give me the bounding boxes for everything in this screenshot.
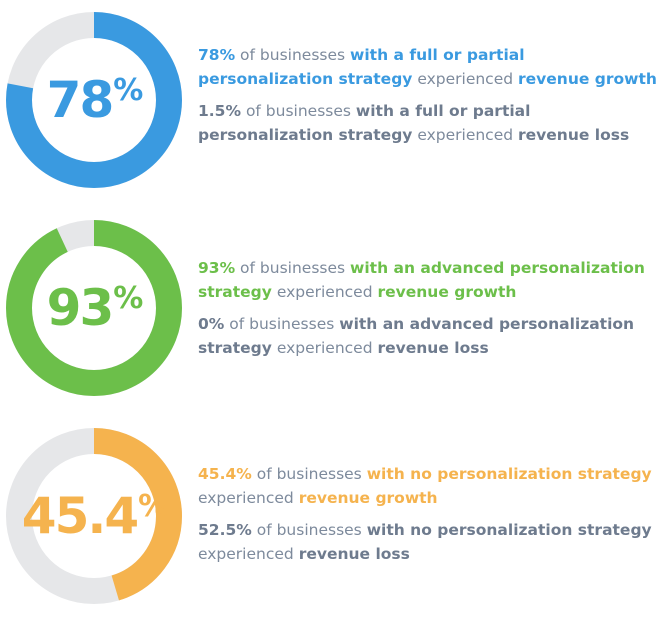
stat-pre: of businesses xyxy=(256,465,362,483)
stat-pre: of businesses xyxy=(256,521,362,539)
stat-group: with an advanced personalization strateg… xyxy=(198,259,645,301)
donut-arc-1 xyxy=(6,12,182,188)
center-label-3: 45.4% xyxy=(4,426,184,606)
stat-pre: of businesses xyxy=(240,259,346,277)
stat-group: with no personalization strategy xyxy=(366,521,652,539)
stat-outcome: revenue loss xyxy=(298,545,410,563)
center-label-2: 93% xyxy=(4,218,184,398)
center-unit-3: % xyxy=(138,488,168,524)
center-label-1: 78% xyxy=(4,10,184,190)
center-unit-2: % xyxy=(113,280,143,316)
stat-loss-2: 0% of businesses with an advanced person… xyxy=(198,312,660,360)
stat-value: 93% xyxy=(198,259,236,277)
center-value-2: 93 xyxy=(46,279,115,337)
stat-verb: experienced xyxy=(198,545,294,563)
stat-pre: of businesses xyxy=(229,315,335,333)
stat-outcome: revenue growth xyxy=(377,283,517,301)
stat-group: with no personalization strategy xyxy=(366,465,652,483)
stat-value: 1.5% xyxy=(198,102,241,120)
stat-value: 0% xyxy=(198,315,225,333)
center-value-1: 78 xyxy=(46,71,115,129)
stat-growth-2: 93% of businesses with an advanced perso… xyxy=(198,256,660,304)
center-value-3: 45.4 xyxy=(21,487,139,545)
stat-outcome: revenue growth xyxy=(298,489,438,507)
stat-group: with a full or partial personalization s… xyxy=(198,102,531,144)
stat-pre: of businesses xyxy=(245,102,351,120)
stat-pre: of businesses xyxy=(240,46,346,64)
donut-chart-1: 78% xyxy=(4,10,184,190)
donut-svg-1 xyxy=(6,12,182,188)
stat-verb: experienced xyxy=(198,489,294,507)
stat-value: 78% xyxy=(198,46,236,64)
stat-verb: experienced xyxy=(417,126,514,144)
stat-group: with a full or partial personalization s… xyxy=(198,46,525,88)
center-unit-1: % xyxy=(113,72,143,108)
stat-value: 52.5% xyxy=(198,521,252,539)
donut-arc-3 xyxy=(6,428,182,604)
stat-outcome: revenue growth xyxy=(518,70,657,88)
stat-text-2: 93% of businesses with an advanced perso… xyxy=(198,256,660,368)
stat-group: with an advanced personalization strateg… xyxy=(198,315,635,357)
stat-loss-3: 52.5% of businesses with no personalizat… xyxy=(198,518,660,566)
stat-growth-3: 45.4% of businesses with no personalizat… xyxy=(198,462,660,510)
donut-chart-2: 93% xyxy=(4,218,184,398)
stat-verb: experienced xyxy=(417,70,514,88)
stat-outcome: revenue loss xyxy=(377,339,489,357)
stat-verb: experienced xyxy=(276,283,373,301)
stat-value: 45.4% xyxy=(198,465,252,483)
stat-text-3: 45.4% of businesses with no personalizat… xyxy=(198,462,660,574)
stat-loss-1: 1.5% of businesses with a full or partia… xyxy=(198,99,660,147)
stat-text-1: 78% of businesses with a full or partial… xyxy=(198,43,660,155)
donut-svg-3 xyxy=(6,428,182,604)
stat-outcome: revenue loss xyxy=(518,126,630,144)
stat-growth-1: 78% of businesses with a full or partial… xyxy=(198,43,660,91)
donut-chart-3: 45.4% xyxy=(4,426,184,606)
donut-arc-2 xyxy=(6,220,182,396)
donut-svg-2 xyxy=(6,220,182,396)
stat-verb: experienced xyxy=(276,339,373,357)
